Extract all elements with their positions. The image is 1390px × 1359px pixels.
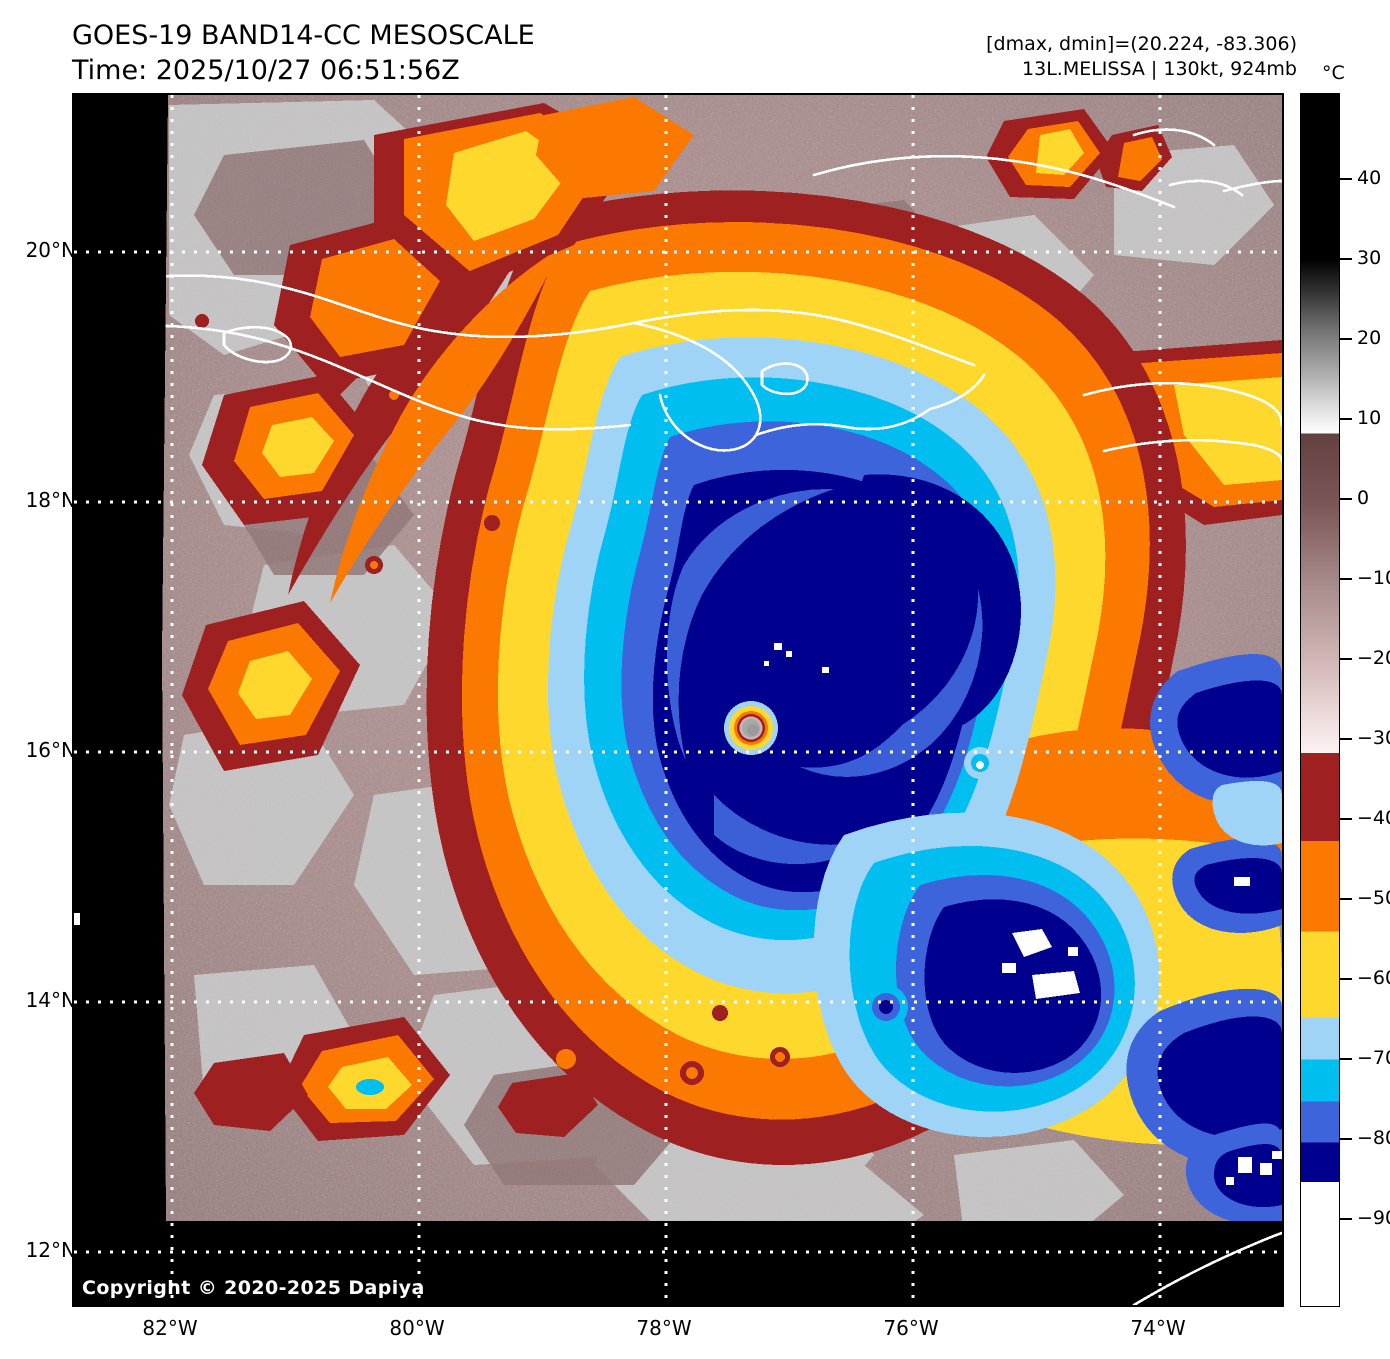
storm-info-label: 13L.MELISSA | 130kt, 924mb bbox=[1022, 57, 1297, 80]
cbar-tick-m20 bbox=[1340, 658, 1352, 660]
cbar-band-gray bbox=[1301, 258, 1339, 434]
cbar-label-0: 0 bbox=[1357, 487, 1370, 509]
cbar-tick-m30 bbox=[1340, 738, 1352, 740]
cbar-tick-30 bbox=[1340, 258, 1352, 260]
cbar-tick-m50 bbox=[1340, 898, 1352, 900]
cbar-band-white bbox=[1301, 1182, 1339, 1306]
cbar-label-m70: −70 bbox=[1357, 1047, 1390, 1069]
cbar-tick-10 bbox=[1340, 418, 1352, 420]
cbar-band-darkred bbox=[1301, 752, 1339, 841]
title-block: GOES-19 BAND14-CC MESOSCALE Time: 2025/1… bbox=[72, 18, 535, 88]
graticule bbox=[74, 95, 1282, 1305]
y-tick-label-20n: 20°N bbox=[25, 238, 76, 262]
cbar-band-navy bbox=[1301, 1142, 1339, 1183]
cbar-tick-m40 bbox=[1340, 818, 1352, 820]
metadata-block: [dmax, dmin]=(20.224, -83.306) 13L.MELIS… bbox=[986, 32, 1297, 81]
cbar-label-m80: −80 bbox=[1357, 1127, 1390, 1149]
cbar-tick-m60 bbox=[1340, 978, 1352, 980]
colorbar[interactable] bbox=[1300, 93, 1340, 1307]
x-tick-label-80w: 80°W bbox=[389, 1316, 445, 1340]
cbar-tick-m90 bbox=[1340, 1218, 1352, 1220]
product-title: GOES-19 BAND14-CC MESOSCALE bbox=[72, 20, 535, 51]
cbar-label-m50: −50 bbox=[1357, 887, 1390, 909]
storm-eye bbox=[724, 701, 778, 755]
y-tick-label-12n: 12°N bbox=[25, 1238, 76, 1262]
y-tick-label-16n: 16°N bbox=[25, 738, 76, 762]
cbar-band-royalblue bbox=[1301, 1101, 1339, 1143]
satellite-image-plot[interactable] bbox=[72, 93, 1284, 1307]
cbar-band-lightblue bbox=[1301, 1017, 1339, 1060]
cbar-band-cyan bbox=[1301, 1059, 1339, 1102]
cbar-label-30: 30 bbox=[1357, 247, 1382, 269]
domain-extent-label: [dmax, dmin]=(20.224, -83.306) bbox=[986, 33, 1297, 55]
y-tick-label-14n: 14°N bbox=[25, 988, 76, 1012]
x-tick-label-76w: 76°W bbox=[883, 1316, 939, 1340]
x-tick-label-82w: 82°W bbox=[142, 1316, 198, 1340]
cbar-label-m30: −30 bbox=[1357, 727, 1390, 749]
copyright-label: Copyright © 2020-2025 Dapiya bbox=[82, 1277, 425, 1299]
cbar-tick-m10 bbox=[1340, 578, 1352, 580]
cbar-band-yellow bbox=[1301, 931, 1339, 1018]
cbar-tick-40 bbox=[1340, 178, 1352, 180]
cbar-tick-0 bbox=[1340, 498, 1352, 500]
y-tick-label-18n: 18°N bbox=[25, 488, 76, 512]
cbar-label-20: 20 bbox=[1357, 327, 1382, 349]
cbar-label-m10: −10 bbox=[1357, 567, 1390, 589]
x-tick-label-78w: 78°W bbox=[636, 1316, 692, 1340]
cbar-label-10: 10 bbox=[1357, 407, 1382, 429]
cbar-band-black bbox=[1301, 94, 1339, 259]
cbar-tick-m80 bbox=[1340, 1138, 1352, 1140]
x-tick-label-74w: 74°W bbox=[1130, 1316, 1186, 1340]
cbar-tick-m70 bbox=[1340, 1058, 1352, 1060]
cbar-label-m90: −90 bbox=[1357, 1207, 1390, 1229]
timestamp-label: Time: 2025/10/27 06:51:56Z bbox=[72, 55, 460, 87]
cbar-label-m60: −60 bbox=[1357, 967, 1390, 989]
cbar-label-m40: −40 bbox=[1357, 807, 1390, 829]
cbar-band-mauve bbox=[1301, 433, 1339, 753]
colorbar-unit-label: °C bbox=[1322, 62, 1345, 84]
cbar-tick-20 bbox=[1340, 338, 1352, 340]
cbar-label-m20: −20 bbox=[1357, 647, 1390, 669]
cbar-band-orange bbox=[1301, 840, 1339, 932]
cbar-label-40: 40 bbox=[1357, 167, 1382, 189]
